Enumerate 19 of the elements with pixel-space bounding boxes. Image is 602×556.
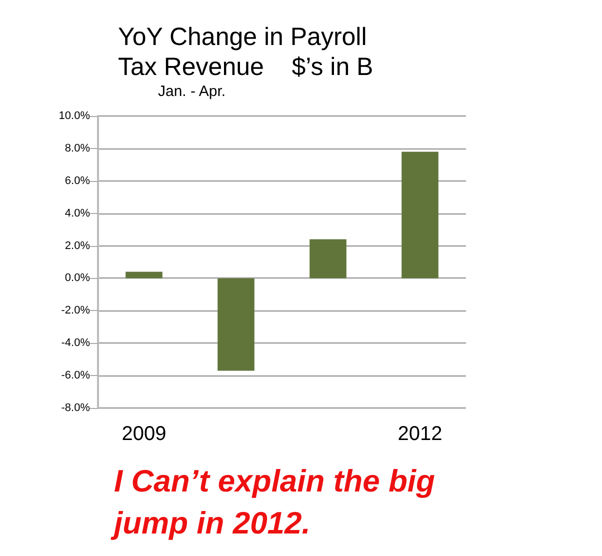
- x-tick-label: 2009: [122, 423, 166, 445]
- y-tick-label: -8.0%: [61, 402, 90, 414]
- bar: [126, 272, 162, 278]
- bar: [402, 152, 438, 278]
- y-tick-label: 0.0%: [64, 272, 90, 284]
- y-tick-label: 4.0%: [64, 207, 90, 220]
- y-tick-label: 8.0%: [64, 142, 90, 154]
- y-tick-label: 10.0%: [58, 110, 90, 122]
- chart-title: YoY Change in Payroll Tax Revenue $’s in B: [118, 23, 374, 81]
- y-tick-label: 2.0%: [64, 240, 90, 252]
- bar: [310, 239, 346, 278]
- y-tick-label: -2.0%: [61, 304, 90, 317]
- y-tick-label: -4.0%: [61, 337, 90, 350]
- bar: [218, 278, 254, 371]
- y-tick-label: 6.0%: [64, 174, 90, 187]
- x-tick-label: 2012: [398, 423, 442, 445]
- y-tick-label: -6.0%: [61, 370, 90, 382]
- text: I Can’t explain the big jump in 2012.: [110, 464, 444, 540]
- chart-subtitle: Jan. - Apr.: [158, 83, 226, 100]
